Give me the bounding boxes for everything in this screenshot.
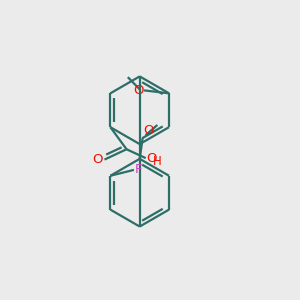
Text: H: H [153, 154, 162, 167]
Text: O: O [133, 84, 143, 97]
Text: F: F [135, 164, 142, 176]
Text: O: O [146, 152, 157, 165]
Text: O: O [92, 153, 103, 166]
Text: O: O [143, 124, 154, 137]
